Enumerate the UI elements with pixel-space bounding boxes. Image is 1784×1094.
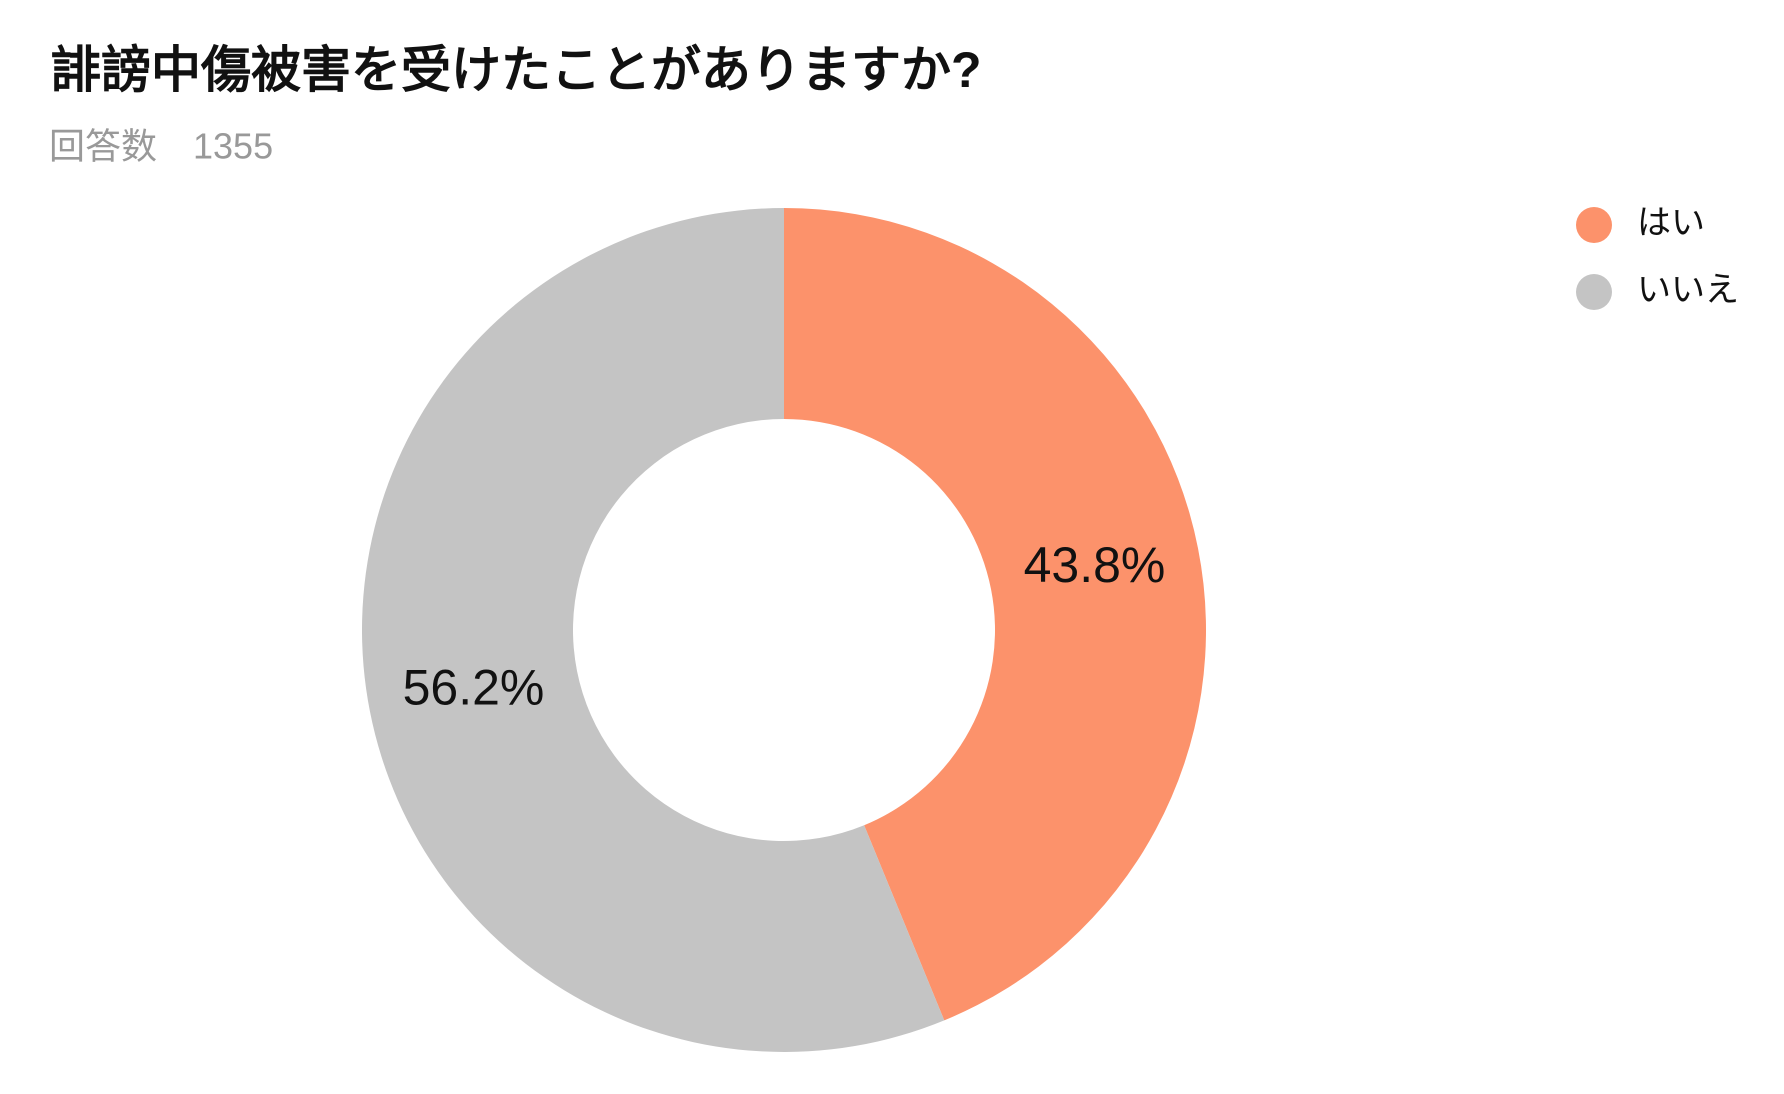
chart-subtitle: 回答数 1355 — [49, 126, 273, 167]
slice — [362, 208, 945, 1052]
legend-label: いいえ — [1637, 271, 1739, 309]
slice-label: 43.8% — [1024, 537, 1166, 593]
legend-label: はい — [1637, 204, 1705, 242]
legend-swatch — [1576, 207, 1612, 243]
slice — [784, 208, 1206, 1021]
chart-title: 誹謗中傷被害を受けたことがありますか? — [51, 42, 982, 98]
slice-label: 56.2% — [403, 659, 545, 715]
legend-swatch — [1576, 274, 1612, 310]
